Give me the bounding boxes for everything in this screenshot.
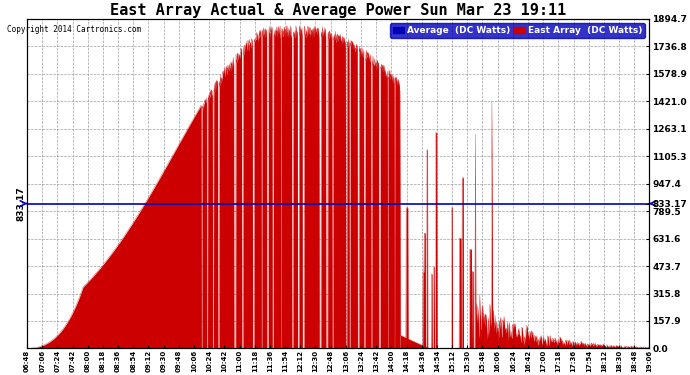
Legend: Average  (DC Watts), East Array  (DC Watts): Average (DC Watts), East Array (DC Watts… — [391, 24, 645, 38]
Title: East Array Actual & Average Power Sun Mar 23 19:11: East Array Actual & Average Power Sun Ma… — [110, 3, 566, 18]
Text: Copyright 2014 Cartronics.com: Copyright 2014 Cartronics.com — [7, 25, 141, 34]
